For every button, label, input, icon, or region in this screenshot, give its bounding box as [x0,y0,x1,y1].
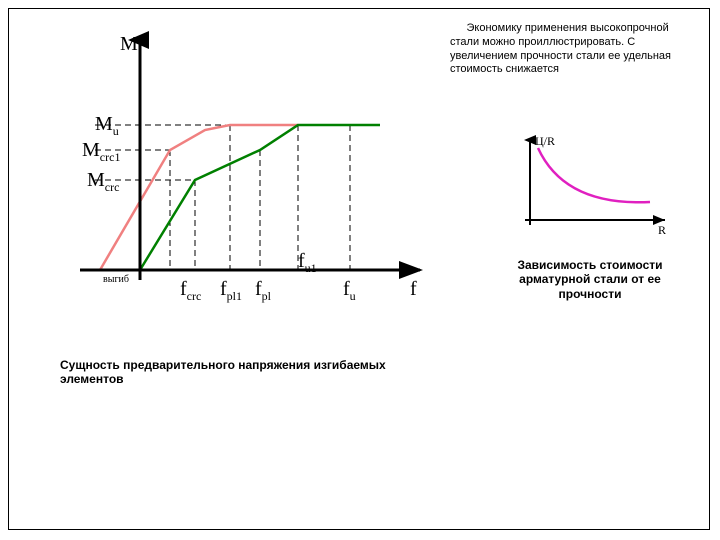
axis-y-label: M [120,33,138,55]
mini-x-label: R [658,223,666,237]
main-chart: M f Mu Mcrc1 Mcrc fcrc fpl1 fpl fu1 fu в… [40,20,440,340]
axis-x-label: f [410,278,417,300]
main-caption: Сущность предварительного напряжения изг… [60,358,440,386]
mini-y-label: Ц/R [535,134,555,148]
label-Mu: Mu [95,113,119,138]
label-fpl: fpl [255,278,272,303]
label-fpl1: fpl1 [220,278,242,303]
mini-chart: Ц/R R [500,130,680,250]
label-fcrc: fcrc [180,278,201,303]
label-vygib: выгиб [103,274,129,285]
label-Mcrc1: Mcrc1 [82,139,120,164]
label-Mcrc: Mcrc [87,169,119,194]
mini-caption: Зависимость стоимости арматурной стали о… [490,258,690,301]
mini-curve [538,148,650,202]
label-fu: fu [343,278,356,303]
side-text: Экономику применения высокопрочной стали… [450,22,690,77]
curve-pink [100,125,298,270]
label-fu1: fu1 [298,250,317,275]
